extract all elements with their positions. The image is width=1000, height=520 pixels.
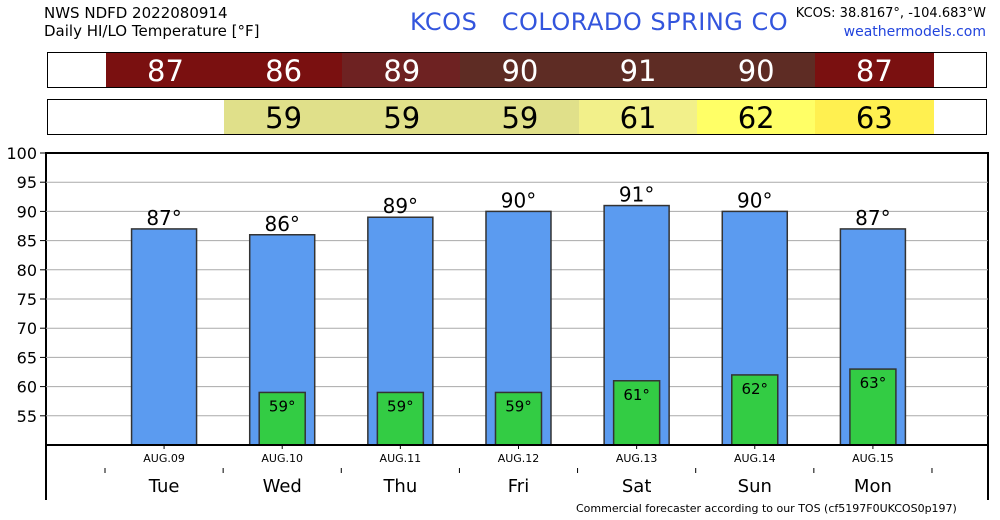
lo-temp-cell: 59	[342, 100, 462, 135]
hi-temp-cell: 86	[224, 53, 344, 88]
run-label: NWS NDFD 2022080914	[44, 4, 228, 22]
product-label: Daily HI/LO Temperature [°F]	[44, 22, 260, 40]
lo-temp-cell	[106, 100, 225, 134]
hi-temp-cell: 90	[460, 53, 580, 88]
y-tick-label: 70	[17, 319, 37, 338]
hi-temp-strip: 87 86 89 90 91 90 87	[47, 52, 987, 88]
hi-temp-cell: 90	[696, 53, 816, 88]
station-title: KCOS COLORADO SPRING CO	[410, 8, 789, 36]
y-tick-label: 85	[17, 232, 37, 251]
hi-temp-cell: 91	[578, 53, 698, 88]
lo-bar-label: 63°	[860, 374, 887, 392]
lo-temp-cell: 59	[224, 100, 344, 135]
y-tick-label: 95	[17, 173, 37, 192]
hi-bar-label: 87°	[146, 206, 181, 230]
y-tick-label: 75	[17, 290, 37, 309]
y-tick-label: 55	[17, 407, 37, 426]
lo-bar-label: 62°	[741, 380, 768, 398]
lo-bar	[494, 391, 543, 446]
station-coords: KCOS: 38.8167°, -104.683°W	[795, 6, 986, 21]
day-label: Sat	[622, 476, 652, 497]
y-tick-label: 60	[17, 378, 37, 397]
lo-bar-label: 61°	[623, 386, 650, 404]
hi-bar-label: 90°	[501, 188, 536, 212]
day-label: Fri	[508, 476, 529, 497]
date-label: AUG.10	[261, 452, 303, 465]
lo-temp-cell: 61	[578, 100, 698, 135]
lo-temp-strip: 59 59 59 61 62 63	[47, 99, 987, 135]
y-tick-label: 90	[17, 202, 37, 221]
hi-bar-label: 87°	[855, 206, 890, 230]
hi-temp-cell: 87	[814, 53, 934, 88]
hi-bar-label: 89°	[383, 194, 418, 218]
lo-temp-cell: 62	[696, 100, 816, 135]
day-label: Tue	[148, 476, 180, 497]
day-label: Mon	[854, 476, 892, 497]
day-label: Thu	[382, 476, 417, 497]
date-label: AUG.09	[143, 452, 185, 465]
lo-temp-cell: 59	[460, 100, 580, 135]
header-right: KCOS: 38.8167°, -104.683°W weathermodels…	[796, 4, 986, 42]
lo-bar	[376, 391, 425, 446]
date-label: AUG.11	[380, 452, 422, 465]
date-label: AUG.15	[852, 452, 894, 465]
y-tick-label: 65	[17, 348, 37, 367]
hi-temp-cell: 89	[342, 53, 462, 88]
lo-bar	[258, 391, 306, 446]
lo-bar-label: 59°	[505, 397, 532, 415]
date-label: AUG.14	[734, 452, 776, 465]
date-label: AUG.12	[498, 452, 540, 465]
hi-bar-label: 90°	[737, 188, 772, 212]
y-tick-label: 80	[17, 261, 37, 280]
date-label: AUG.13	[616, 452, 658, 465]
header-info: NWS NDFD 2022080914 Daily HI/LO Temperat…	[44, 4, 260, 40]
y-tick-label: 100	[6, 144, 37, 163]
lo-bar-label: 59°	[387, 397, 414, 415]
hi-temp-cell: 87	[106, 53, 225, 88]
day-label: Wed	[263, 476, 302, 497]
hi-bar	[130, 228, 198, 446]
lo-temp-cell: 63	[814, 100, 934, 135]
lo-bar-label: 59°	[269, 397, 296, 415]
site-link[interactable]: weathermodels.com	[843, 24, 986, 40]
lo-bar	[612, 380, 661, 446]
day-label: Sun	[738, 476, 772, 497]
hi-bar-label: 86°	[264, 212, 299, 236]
lo-bar	[849, 368, 897, 446]
hi-bar-label: 91°	[619, 183, 654, 207]
footer-note: Commercial forecaster according to our T…	[576, 502, 957, 515]
lo-bar	[731, 374, 779, 446]
